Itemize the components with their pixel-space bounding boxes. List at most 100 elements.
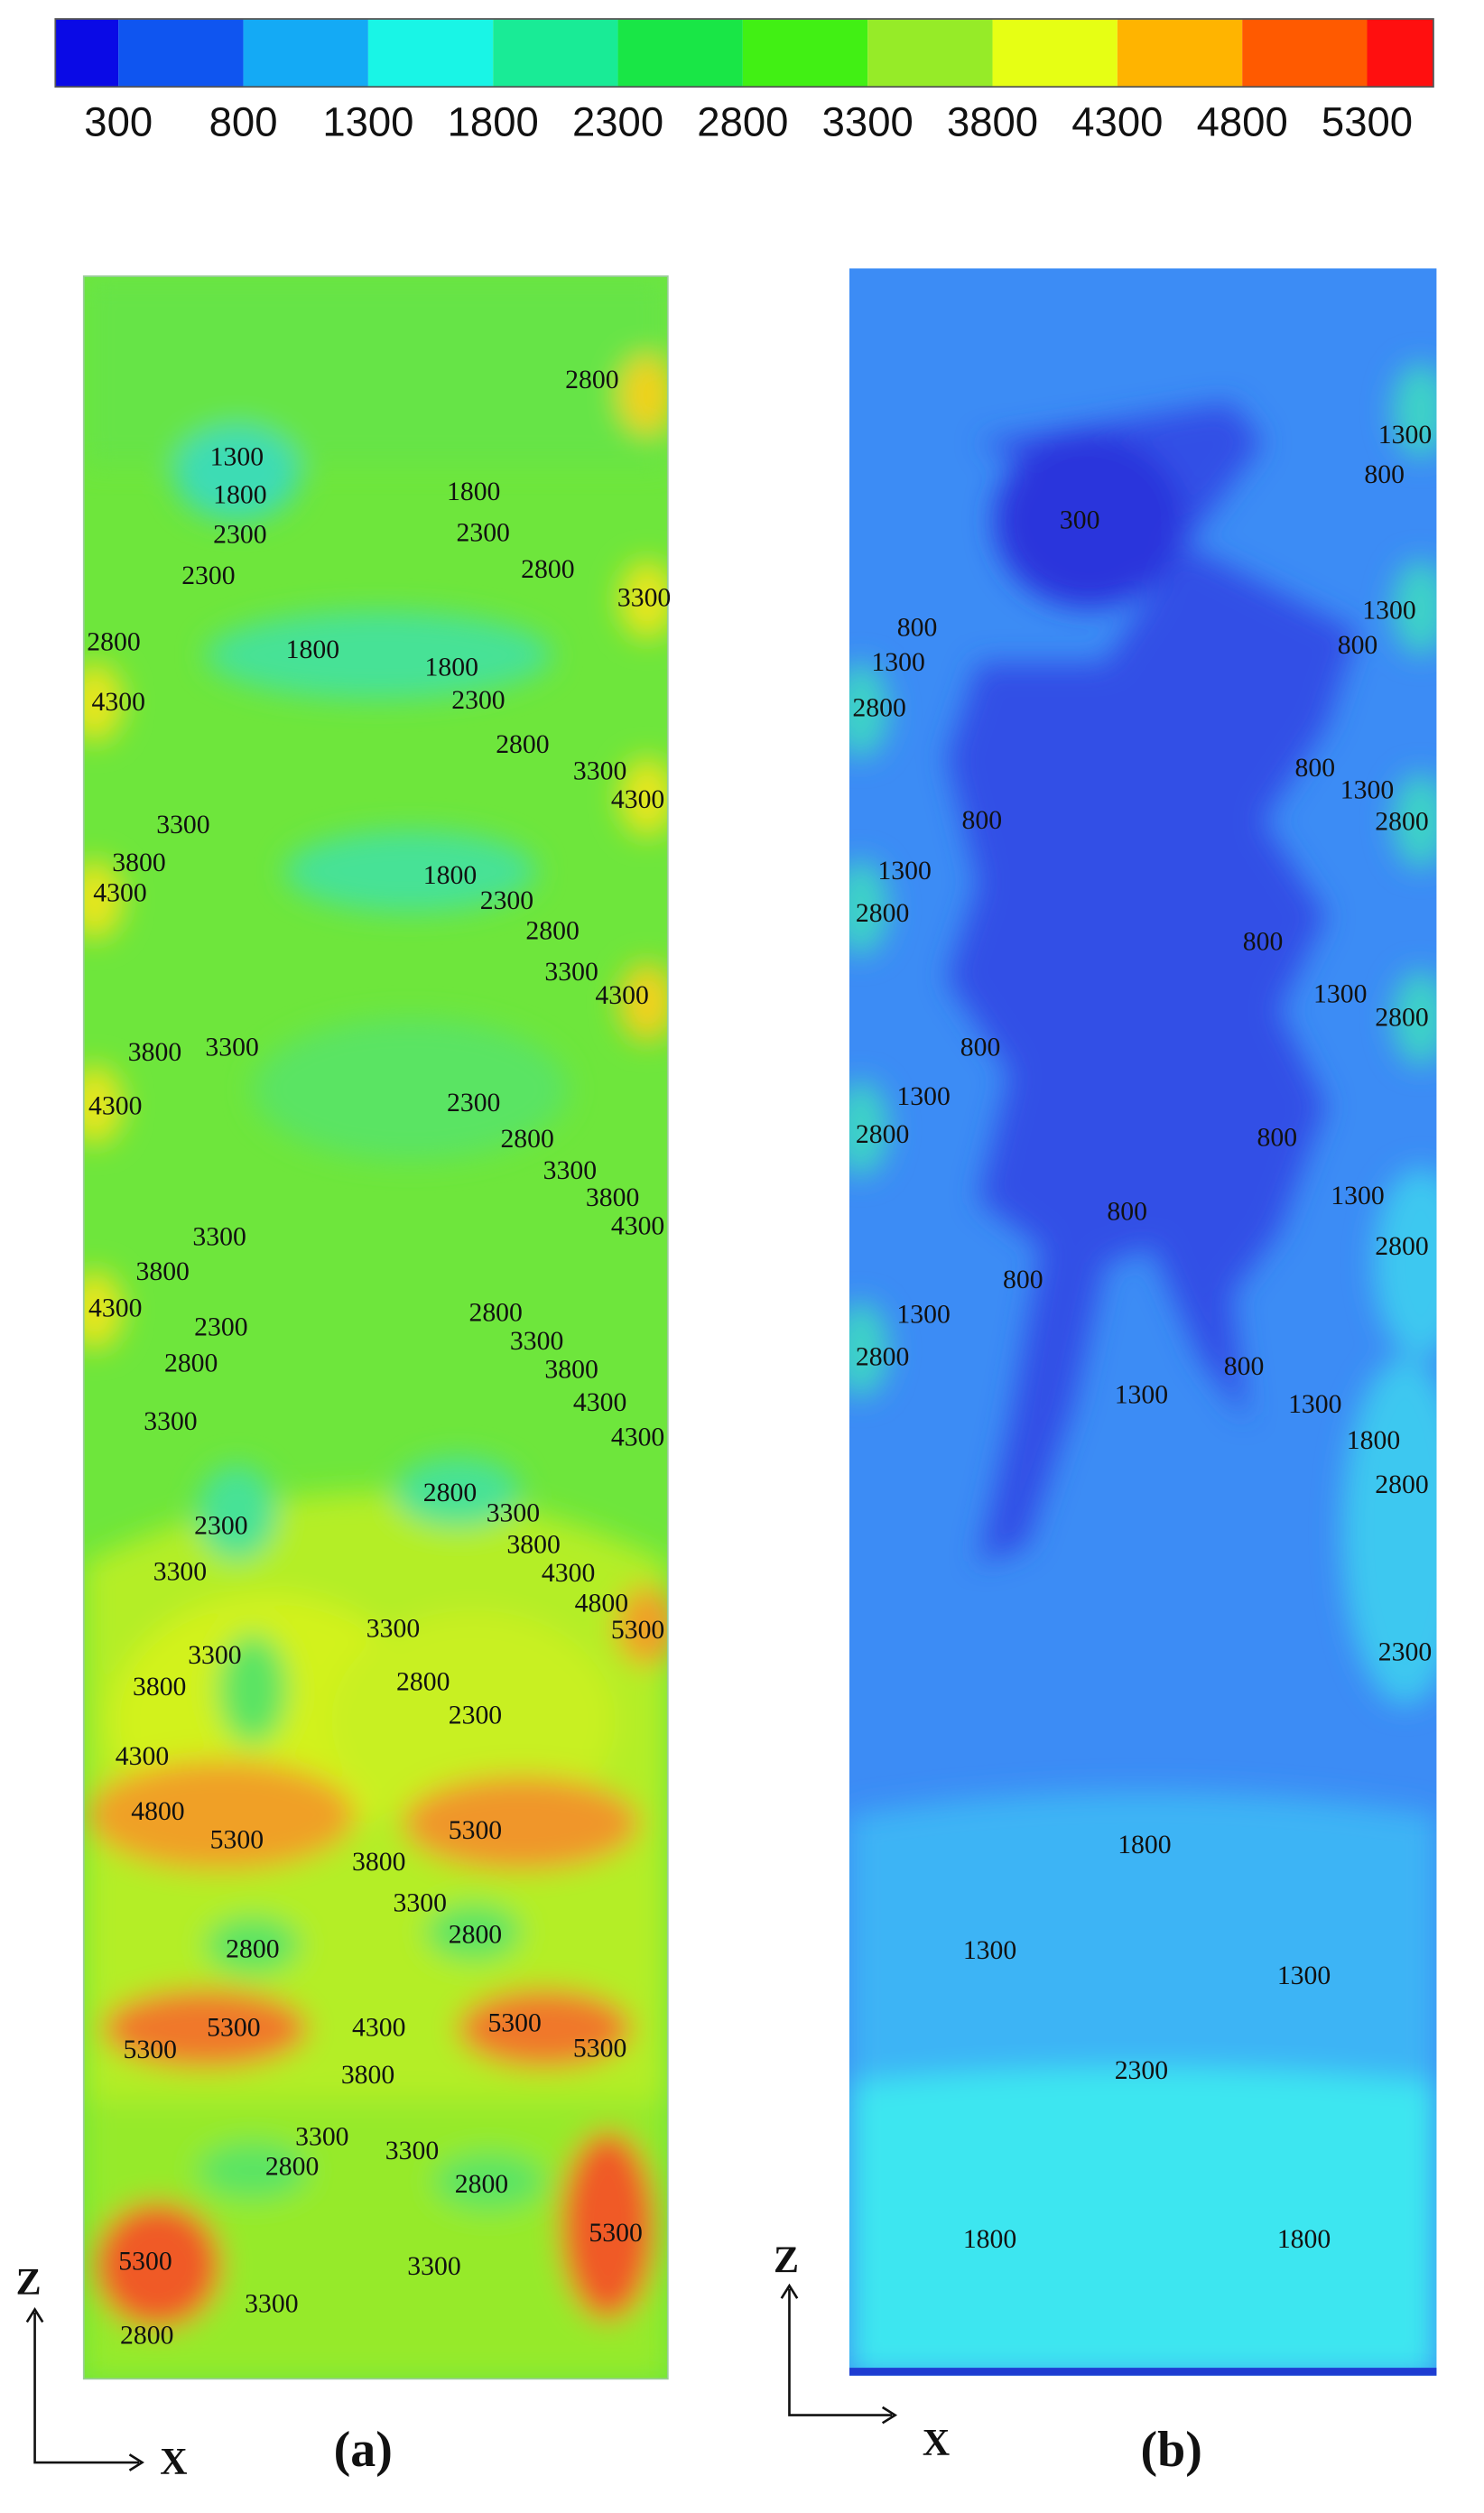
contour-label: 4300 xyxy=(611,785,664,814)
contour-label: 1300 xyxy=(1362,596,1415,625)
colorbar-segment xyxy=(55,18,119,88)
contour-label: 800 xyxy=(962,806,1003,835)
colorbar-tick-label: 4300 xyxy=(1071,98,1163,144)
contour-label: 4300 xyxy=(92,688,145,717)
contour-label: 2800 xyxy=(521,555,574,584)
contour-label: 1800 xyxy=(423,861,477,890)
contour-label: 2800 xyxy=(856,1342,909,1371)
contour-label: 800 xyxy=(1003,1266,1043,1294)
axis-indicators xyxy=(25,2283,898,2471)
contour-label: 3300 xyxy=(156,811,209,839)
colorbar-tick-label: 300 xyxy=(84,98,153,144)
contour-label: 4300 xyxy=(573,1388,626,1417)
colorbar-tick-label: 3800 xyxy=(947,98,1038,144)
contour-label: 3800 xyxy=(128,1038,181,1067)
contour-label: 2800 xyxy=(1375,1470,1428,1499)
contour-label: 2300 xyxy=(1378,1638,1432,1667)
contour-label: 5300 xyxy=(611,1616,664,1645)
contour-label: 5300 xyxy=(589,2219,642,2248)
contour-label: 2800 xyxy=(423,1479,477,1507)
contour-label: 2800 xyxy=(500,1125,553,1154)
contour-label: 1300 xyxy=(877,857,931,886)
contour-label: 3300 xyxy=(192,1223,246,1252)
colorbar-tick-label: 3300 xyxy=(822,98,914,144)
contour-label: 4300 xyxy=(352,2014,405,2043)
contour-label: 4300 xyxy=(88,1091,142,1120)
contour-label: 3300 xyxy=(573,757,626,786)
contour-label: 4800 xyxy=(131,1797,184,1826)
contour-label: 2800 xyxy=(226,1934,279,1963)
contour-label: 5300 xyxy=(124,2035,177,2064)
contour-label: 1800 xyxy=(213,481,266,510)
contour-label: 2300 xyxy=(181,561,235,590)
contour-label: 3300 xyxy=(617,583,671,612)
contour-label: 2300 xyxy=(194,1312,247,1341)
contour-label: 300 xyxy=(1060,506,1100,535)
contour-label: 4800 xyxy=(575,1589,628,1618)
contour-label: 1300 xyxy=(871,648,924,677)
contour-label: 2800 xyxy=(525,916,579,945)
contour-label: 1800 xyxy=(1277,2225,1331,2254)
colorbar-segment xyxy=(1117,18,1243,88)
contour-label: 5300 xyxy=(207,2014,260,2043)
contour-label: 1300 xyxy=(1277,1961,1331,1990)
contour-label: 2800 xyxy=(856,899,909,928)
contour-label: 2300 xyxy=(213,520,266,549)
contour-label: 4300 xyxy=(611,1423,664,1452)
contour-label: 5300 xyxy=(210,1826,264,1855)
contour-label: 1300 xyxy=(896,1300,950,1329)
colorbar-tick-label: 1300 xyxy=(322,98,413,144)
contour-label: 1800 xyxy=(1347,1426,1400,1455)
contour-label: 800 xyxy=(1295,754,1336,783)
contour-label: 1800 xyxy=(1118,1831,1171,1859)
contour-label: 2800 xyxy=(449,1921,502,1950)
colorbar-segment xyxy=(243,18,368,88)
colorbar-segment xyxy=(617,18,743,88)
contour-label: 3800 xyxy=(112,848,165,877)
contour-label: 4300 xyxy=(595,981,648,1010)
contour-label: 2300 xyxy=(449,1701,502,1729)
colorbar-frame xyxy=(54,18,1434,88)
contour-label: 800 xyxy=(960,1034,1001,1062)
contour-label: 2800 xyxy=(455,2170,508,2199)
contour-label: 1300 xyxy=(1378,421,1432,450)
panel-caption: (b) xyxy=(1140,2422,1201,2478)
contour-label: 1800 xyxy=(447,478,500,506)
contour-label: 2300 xyxy=(1115,2056,1168,2085)
contour-label: 3300 xyxy=(385,2137,439,2165)
contour-label: 1300 xyxy=(1340,776,1394,805)
contour-label: 3300 xyxy=(153,1557,207,1586)
contour-label: 3800 xyxy=(135,1257,189,1286)
contour-label: 3300 xyxy=(543,1156,597,1185)
colorbar-segment xyxy=(1367,18,1433,88)
axis-label-z: Z xyxy=(774,2239,799,2281)
contour-label: 3300 xyxy=(295,2122,348,2151)
contour-label: 5300 xyxy=(573,2034,626,2063)
contour-label: 2800 xyxy=(120,2322,173,2351)
contour-label: 4300 xyxy=(611,1211,664,1240)
contour-label: 1300 xyxy=(963,1936,1016,1965)
panel-caption: (a) xyxy=(334,2422,393,2478)
contour-label: 2800 xyxy=(856,1120,909,1149)
contour-label: 1300 xyxy=(210,443,264,472)
contour-label: 1300 xyxy=(1288,1390,1341,1419)
contour-label: 3300 xyxy=(366,1614,420,1643)
colorbar-tick-label: 4800 xyxy=(1197,98,1288,144)
contour-label: 2800 xyxy=(164,1349,218,1377)
contour-label: 5300 xyxy=(449,1816,502,1845)
colorbar-segment xyxy=(742,18,868,88)
colorbar-segment xyxy=(867,18,993,88)
contour-label: 1800 xyxy=(286,635,339,664)
contour-label: 3300 xyxy=(188,1641,241,1670)
contour-label: 800 xyxy=(1224,1352,1265,1381)
contour-label: 3800 xyxy=(586,1183,639,1212)
contour-label: 800 xyxy=(1243,928,1284,957)
colorbar-tick-label: 1800 xyxy=(448,98,539,144)
axis-label-z: Z xyxy=(16,2262,42,2304)
contour-label: 800 xyxy=(897,614,938,643)
contour-label: 800 xyxy=(1364,460,1405,489)
contour-label: 2300 xyxy=(480,886,533,915)
contour-label: 3800 xyxy=(133,1673,186,1702)
